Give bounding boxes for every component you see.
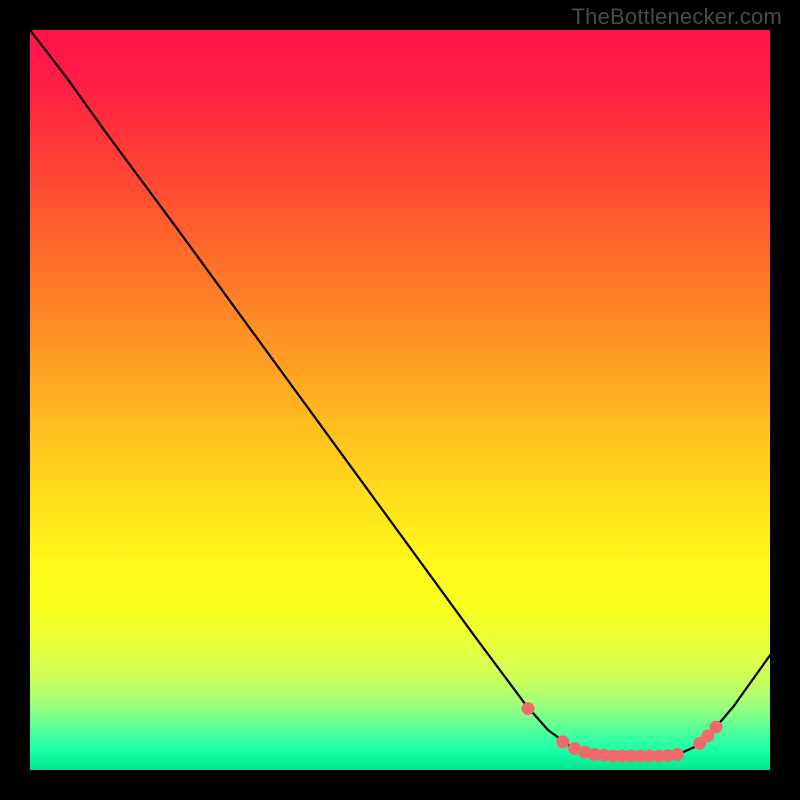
bottleneck-curve: [30, 30, 770, 756]
data-marker: [522, 702, 535, 715]
chart-svg: [30, 30, 770, 770]
data-marker: [709, 721, 722, 734]
data-marker: [671, 748, 684, 761]
plot-area: [30, 30, 770, 770]
watermark: TheBottlenecker.com: [572, 4, 782, 30]
data-marker: [556, 735, 569, 748]
